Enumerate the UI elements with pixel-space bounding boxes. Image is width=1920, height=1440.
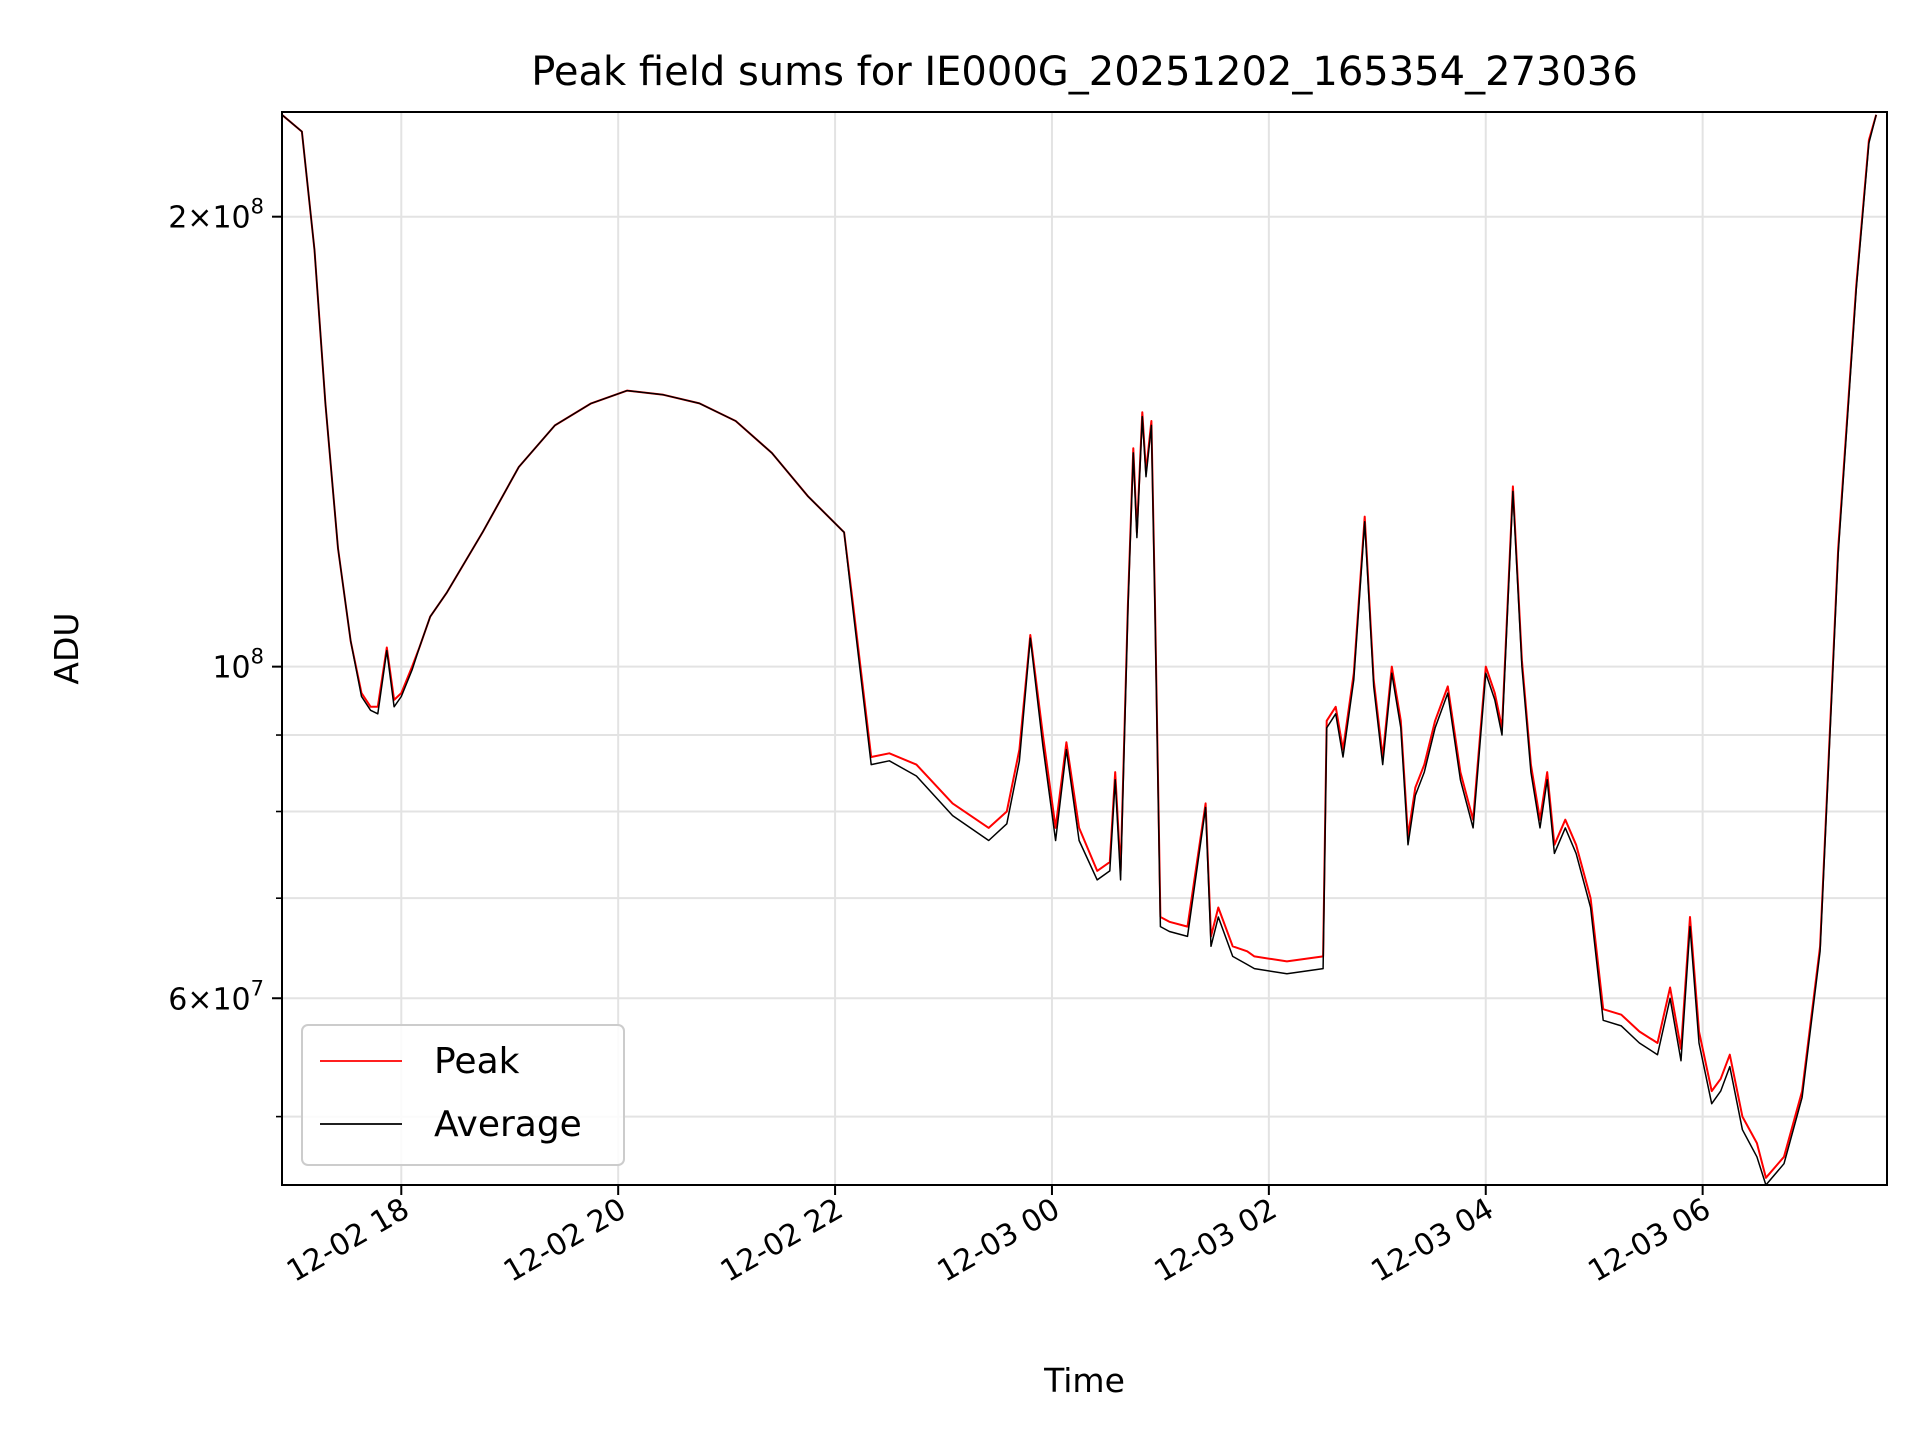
- legend-label: Peak: [434, 1041, 520, 1082]
- x-tick-label: 12-03 06: [1582, 1192, 1716, 1290]
- x-tick-label: 12-03 02: [1149, 1192, 1283, 1290]
- x-tick-label: 12-02 18: [281, 1192, 415, 1290]
- series-line-average: [281, 114, 1877, 1186]
- y-tick-label: 6×107: [168, 976, 264, 1017]
- legend-label: Average: [434, 1104, 582, 1145]
- x-tick-label: 12-03 04: [1365, 1192, 1499, 1290]
- x-tick-label: 12-02 20: [498, 1192, 632, 1290]
- y-tick-label: 2×108: [168, 195, 264, 236]
- y-axis-title: ADU: [47, 612, 86, 684]
- x-axis-title: Time: [1043, 1361, 1125, 1400]
- y-tick-label: 108: [212, 645, 264, 686]
- legend: Peak Average: [301, 1024, 625, 1166]
- chart-title: Peak field sums for IE000G_20251202_1653…: [531, 49, 1638, 95]
- x-tick-label: 12-02 22: [715, 1192, 849, 1290]
- legend-box: [301, 1024, 625, 1166]
- x-tick-label: 12-03 00: [932, 1192, 1066, 1290]
- plot-series: [281, 114, 1878, 1186]
- plot-frame: [281, 111, 1888, 1186]
- series-line-peak: [281, 114, 1878, 1179]
